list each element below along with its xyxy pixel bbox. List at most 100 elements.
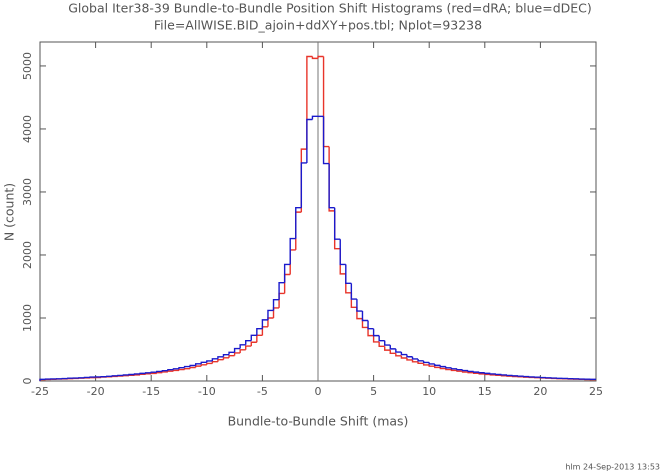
histogram-step bbox=[361, 318, 369, 329]
histogram-step bbox=[239, 349, 246, 353]
histogram-step bbox=[256, 328, 263, 336]
histogram-step bbox=[156, 371, 163, 374]
y-tick-label: 4000 bbox=[21, 115, 34, 143]
histogram-step bbox=[233, 347, 241, 353]
histogram-step bbox=[156, 370, 163, 373]
histogram-step bbox=[222, 353, 230, 357]
histogram-step bbox=[400, 355, 407, 359]
histogram-step bbox=[189, 366, 196, 369]
histogram-step bbox=[189, 364, 196, 367]
histogram-step bbox=[178, 366, 185, 369]
histogram-step bbox=[283, 273, 291, 294]
histogram-step bbox=[339, 239, 346, 266]
histogram-step bbox=[206, 362, 213, 365]
histogram-step bbox=[278, 292, 285, 308]
histogram-step bbox=[333, 210, 341, 250]
histogram-step bbox=[111, 375, 118, 377]
histogram-step bbox=[417, 361, 424, 365]
histogram-step bbox=[267, 309, 274, 320]
histogram-step bbox=[367, 327, 374, 337]
chart-subtitle: File=AllWISE.BID_ajoin+ddXY+pos.tbl; Npl… bbox=[154, 18, 482, 33]
histogram-step bbox=[172, 369, 179, 372]
histogram-step bbox=[211, 358, 218, 361]
histogram-step bbox=[295, 207, 302, 239]
histogram-step bbox=[278, 282, 285, 300]
histogram-step bbox=[300, 148, 307, 213]
histogram-step bbox=[434, 363, 441, 367]
histogram-step bbox=[233, 352, 241, 356]
histogram-step bbox=[150, 371, 157, 373]
x-tick-label: 25 bbox=[589, 385, 603, 398]
histogram-step bbox=[456, 370, 463, 372]
histogram-step bbox=[200, 361, 207, 364]
histogram-step bbox=[289, 237, 296, 265]
histogram-step bbox=[306, 55, 313, 150]
histogram-step bbox=[389, 350, 396, 354]
histogram-step bbox=[400, 352, 407, 356]
histogram-step bbox=[445, 366, 452, 369]
histogram-step bbox=[250, 334, 257, 341]
histogram-step bbox=[133, 373, 141, 375]
histogram-step bbox=[384, 340, 391, 346]
histogram-step bbox=[322, 116, 330, 165]
histogram-step bbox=[389, 345, 396, 350]
histogram-step bbox=[484, 372, 491, 375]
histogram-step bbox=[161, 371, 168, 373]
histogram-step bbox=[217, 359, 224, 362]
histogram-step bbox=[456, 368, 463, 371]
histogram-step bbox=[489, 373, 496, 375]
histogram-step bbox=[306, 118, 313, 163]
histogram-step bbox=[384, 346, 391, 351]
histogram-step bbox=[406, 358, 413, 361]
histogram-step bbox=[283, 263, 291, 283]
histogram-step bbox=[317, 55, 324, 59]
histogram-step bbox=[356, 307, 363, 320]
histogram-step bbox=[194, 365, 202, 368]
histogram-step bbox=[372, 328, 380, 337]
histogram-step bbox=[228, 354, 235, 358]
y-tick-label: 5000 bbox=[21, 52, 34, 80]
histogram-step bbox=[295, 211, 302, 250]
y-tick-label: 2000 bbox=[21, 241, 34, 269]
histogram-step bbox=[361, 311, 369, 322]
histogram-step bbox=[461, 371, 469, 373]
histogram-step bbox=[406, 354, 413, 358]
histogram-step bbox=[339, 248, 346, 275]
x-tick-label: 5 bbox=[370, 385, 377, 398]
histogram-step bbox=[378, 335, 385, 342]
y-tick-label: 0 bbox=[21, 378, 34, 385]
histogram-step bbox=[250, 341, 257, 347]
histogram-step bbox=[395, 348, 402, 353]
histogram-step bbox=[272, 299, 280, 311]
histogram-step bbox=[178, 368, 185, 371]
histogram-step bbox=[328, 146, 335, 212]
histogram-step bbox=[239, 344, 246, 349]
histogram-step bbox=[267, 317, 274, 327]
histogram-step bbox=[322, 56, 330, 148]
x-tick-label: 10 bbox=[422, 385, 436, 398]
histogram-step bbox=[194, 363, 202, 366]
x-tick-label: -5 bbox=[257, 385, 268, 398]
histogram-step bbox=[228, 351, 235, 355]
histogram-step bbox=[245, 345, 252, 350]
histogram-step bbox=[211, 361, 218, 364]
histogram-step bbox=[439, 367, 446, 370]
histogram-step bbox=[139, 372, 146, 375]
histogram-step bbox=[300, 162, 307, 208]
histogram-step bbox=[461, 369, 469, 372]
histogram-step bbox=[472, 372, 480, 375]
histogram-step bbox=[411, 359, 419, 363]
histogram-step bbox=[311, 115, 318, 120]
histogram-step bbox=[350, 292, 357, 308]
histogram-step bbox=[333, 207, 341, 240]
histogram-step bbox=[450, 369, 457, 372]
x-tick-label: 0 bbox=[315, 385, 322, 398]
histogram-step bbox=[345, 264, 352, 285]
histogram-step bbox=[367, 320, 374, 330]
histogram-step bbox=[422, 363, 430, 366]
histogram-step bbox=[356, 299, 363, 312]
histogram-step bbox=[261, 326, 268, 336]
histogram-step bbox=[467, 371, 474, 374]
histogram-step bbox=[261, 319, 268, 329]
histogram-step bbox=[183, 365, 191, 368]
